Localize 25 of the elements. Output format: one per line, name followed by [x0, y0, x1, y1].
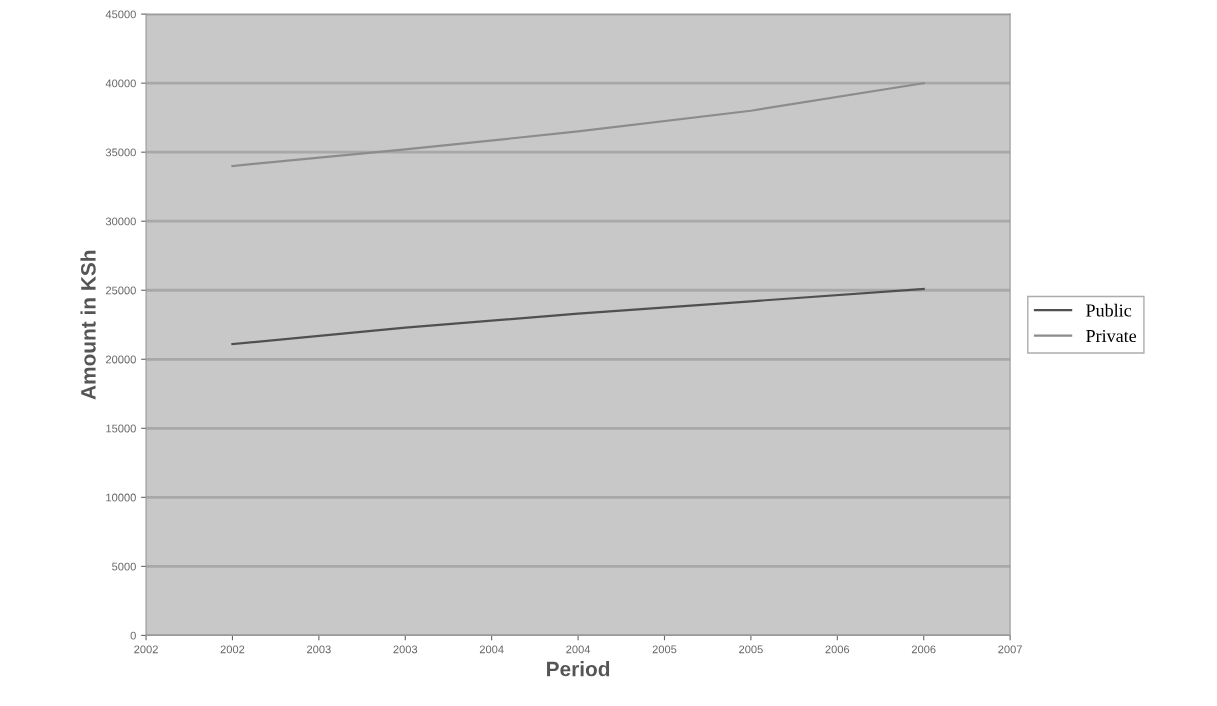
y-tick-label: 15000 — [106, 424, 136, 433]
y-tick-label: 10000 — [106, 493, 136, 502]
x-tick-label: 2006 — [825, 645, 850, 654]
x-tick-label: 2004 — [566, 645, 591, 654]
x-tick-label: 2002 — [220, 645, 245, 654]
x-axis-title: Period — [547, 661, 610, 677]
x-tick-label: 2005 — [739, 645, 763, 654]
x-tick-label: 2007 — [998, 645, 1022, 654]
x-tick-label: 2003 — [307, 645, 331, 654]
y-tick-label: 35000 — [105, 148, 136, 157]
legend-label: Private — [1086, 329, 1137, 343]
y-tick-label: 45000 — [105, 10, 136, 19]
x-tick-label: 2003 — [393, 645, 418, 654]
x-tick-label: 2005 — [652, 645, 677, 654]
y-tick-label: 30000 — [105, 217, 136, 226]
y-tick-label: 5000 — [112, 562, 136, 571]
y-tick-label: 0 — [130, 631, 136, 640]
y-tick-label: 20000 — [105, 355, 136, 364]
y-tick-label: 25000 — [105, 286, 136, 295]
x-tick-label: 2004 — [479, 645, 504, 654]
y-axis-title: Amount in KSh — [80, 250, 96, 400]
y-tick-label: 40000 — [105, 79, 136, 88]
x-tick-label: 2006 — [911, 645, 936, 654]
x-tick-label: 2002 — [134, 645, 158, 654]
legend-label: Public — [1086, 303, 1132, 317]
